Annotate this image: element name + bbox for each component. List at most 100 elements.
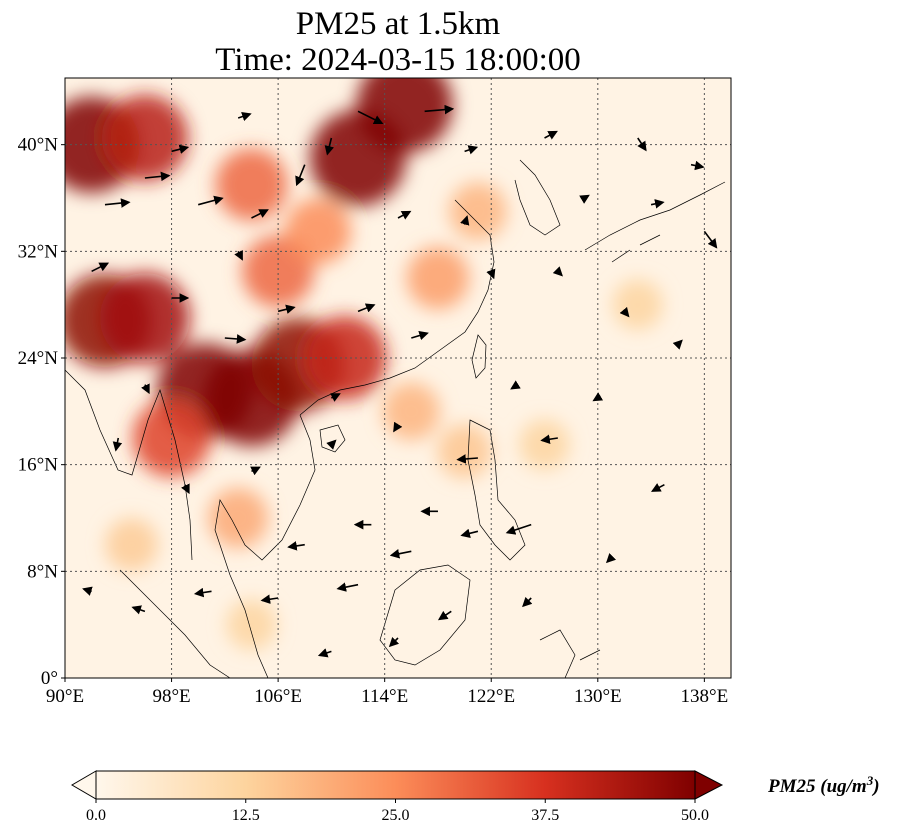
wind-vector bbox=[393, 421, 403, 433]
pm25-hotspot bbox=[215, 148, 288, 221]
wind-vector bbox=[411, 330, 429, 341]
wind-vector bbox=[141, 383, 150, 395]
x-tick-label: 122°E bbox=[467, 686, 515, 707]
wind-vector bbox=[486, 268, 496, 280]
wind-vector bbox=[464, 145, 479, 155]
colorbar-tick-label: 12.5 bbox=[232, 807, 260, 824]
wind-vector bbox=[456, 454, 478, 464]
colorbar-tick-label: 50.0 bbox=[681, 807, 709, 824]
coastline-china bbox=[299, 199, 495, 416]
wind-vector bbox=[295, 164, 306, 187]
wind-vector bbox=[234, 250, 243, 261]
wind-vector bbox=[193, 587, 212, 598]
wind-vector bbox=[260, 594, 279, 604]
pm25-hotspot bbox=[406, 246, 470, 310]
pm25-hotspot bbox=[208, 488, 269, 548]
x-tick-label: 98°E bbox=[152, 686, 190, 707]
wind-vector bbox=[605, 552, 617, 564]
colorbar-label: PM25 (ug/m3) bbox=[767, 773, 880, 798]
wind-vector bbox=[237, 111, 252, 122]
coastline-borneo bbox=[379, 564, 471, 666]
x-tick-label: 114°E bbox=[361, 686, 408, 707]
wind-vector bbox=[637, 137, 647, 152]
wind-vector bbox=[326, 439, 337, 450]
wind-vector bbox=[703, 230, 718, 249]
pm25-hotspot bbox=[101, 94, 189, 182]
wind-vector bbox=[460, 528, 479, 539]
wind-vector bbox=[505, 523, 532, 535]
wind-vector bbox=[424, 104, 455, 115]
wind-vector bbox=[397, 210, 412, 220]
colorbar-tick-label: 25.0 bbox=[382, 807, 410, 824]
wind-vector bbox=[544, 130, 558, 140]
coastline-japan bbox=[584, 181, 726, 263]
chart-title-line-2: Time: 2024-03-15 18:00:00 bbox=[215, 42, 581, 78]
map-panel bbox=[65, 78, 731, 678]
wind-vector bbox=[672, 339, 683, 350]
wind-vector bbox=[251, 209, 269, 219]
coastline-bay-of-bengal bbox=[65, 369, 193, 561]
pm25-hotspot bbox=[302, 316, 387, 400]
wind-vector bbox=[197, 195, 224, 206]
pm25-hotspot bbox=[612, 279, 663, 330]
coastline-indochina bbox=[214, 414, 316, 678]
wind-vector bbox=[324, 137, 334, 156]
wind-vector bbox=[619, 306, 630, 318]
wind-vector bbox=[460, 215, 470, 226]
wind-vector bbox=[82, 586, 93, 596]
wind-vector bbox=[317, 648, 332, 658]
gridlines bbox=[65, 78, 731, 678]
wind-vector bbox=[287, 541, 305, 551]
y-tick-label: 32°N bbox=[18, 241, 59, 262]
wind-vector bbox=[388, 636, 400, 648]
pm25-field bbox=[65, 78, 663, 650]
y-tick-label: 40°N bbox=[18, 135, 59, 156]
wind-vector bbox=[437, 610, 452, 621]
coastline-taiwan bbox=[471, 334, 487, 379]
x-tick-label: 130°E bbox=[574, 686, 622, 707]
wind-vector bbox=[690, 160, 705, 171]
colorbar-gradient bbox=[96, 771, 695, 799]
y-axis-ticks: 0° 8°N 16°N 24°N 32°N 40°N bbox=[18, 135, 65, 689]
y-tick-label: 16°N bbox=[18, 455, 59, 476]
wind-vector bbox=[224, 334, 247, 344]
y-tick-label: 24°N bbox=[18, 348, 59, 369]
wind-vector bbox=[277, 304, 296, 314]
wind-vector bbox=[171, 144, 190, 154]
colorbar-tick-label: 37.5 bbox=[531, 807, 559, 824]
wind-vector bbox=[579, 194, 590, 204]
wind-vector bbox=[389, 549, 412, 559]
wind-vectors bbox=[82, 104, 718, 658]
wind-vector bbox=[91, 262, 110, 273]
wind-vector bbox=[131, 605, 146, 615]
colorbar-extend-max bbox=[694, 770, 724, 800]
wind-vector bbox=[336, 582, 359, 592]
pm25-hotspot bbox=[99, 273, 190, 363]
pm25-hotspot bbox=[437, 424, 492, 479]
coastline-korea bbox=[514, 159, 561, 236]
wind-vector bbox=[540, 434, 558, 444]
x-tick-label: 138°E bbox=[681, 686, 729, 707]
pm25-hotspot bbox=[519, 419, 570, 470]
wind-vector bbox=[650, 483, 665, 492]
wind-vector bbox=[650, 199, 665, 209]
y-tick-label: 0° bbox=[41, 668, 58, 689]
pm25-hotspot bbox=[105, 518, 158, 572]
pm25-hotspot bbox=[382, 382, 441, 441]
wind-vector bbox=[510, 380, 521, 390]
wind-vector bbox=[357, 303, 376, 313]
coastline-sulawesi bbox=[539, 629, 601, 678]
coastline-hainan bbox=[319, 424, 346, 453]
coastline-philippines bbox=[467, 419, 526, 561]
x-tick-label: 90°E bbox=[46, 686, 84, 707]
coastline-sumatra bbox=[119, 569, 231, 678]
wind-vector bbox=[522, 596, 533, 608]
x-axis-ticks: 90°E 98°E 106°E 114°E 122°E 130°E 138°E bbox=[46, 678, 728, 707]
colorbar-tick-label: 0.0 bbox=[86, 807, 106, 824]
y-tick-label: 8°N bbox=[27, 561, 58, 582]
x-tick-label: 106°E bbox=[254, 686, 302, 707]
colorbar-extend-min bbox=[71, 770, 97, 800]
pm25-hotspot bbox=[356, 78, 453, 153]
colorbar: 0.0 12.5 25.0 37.5 50.0 PM25 (ug/m3) bbox=[71, 770, 880, 824]
